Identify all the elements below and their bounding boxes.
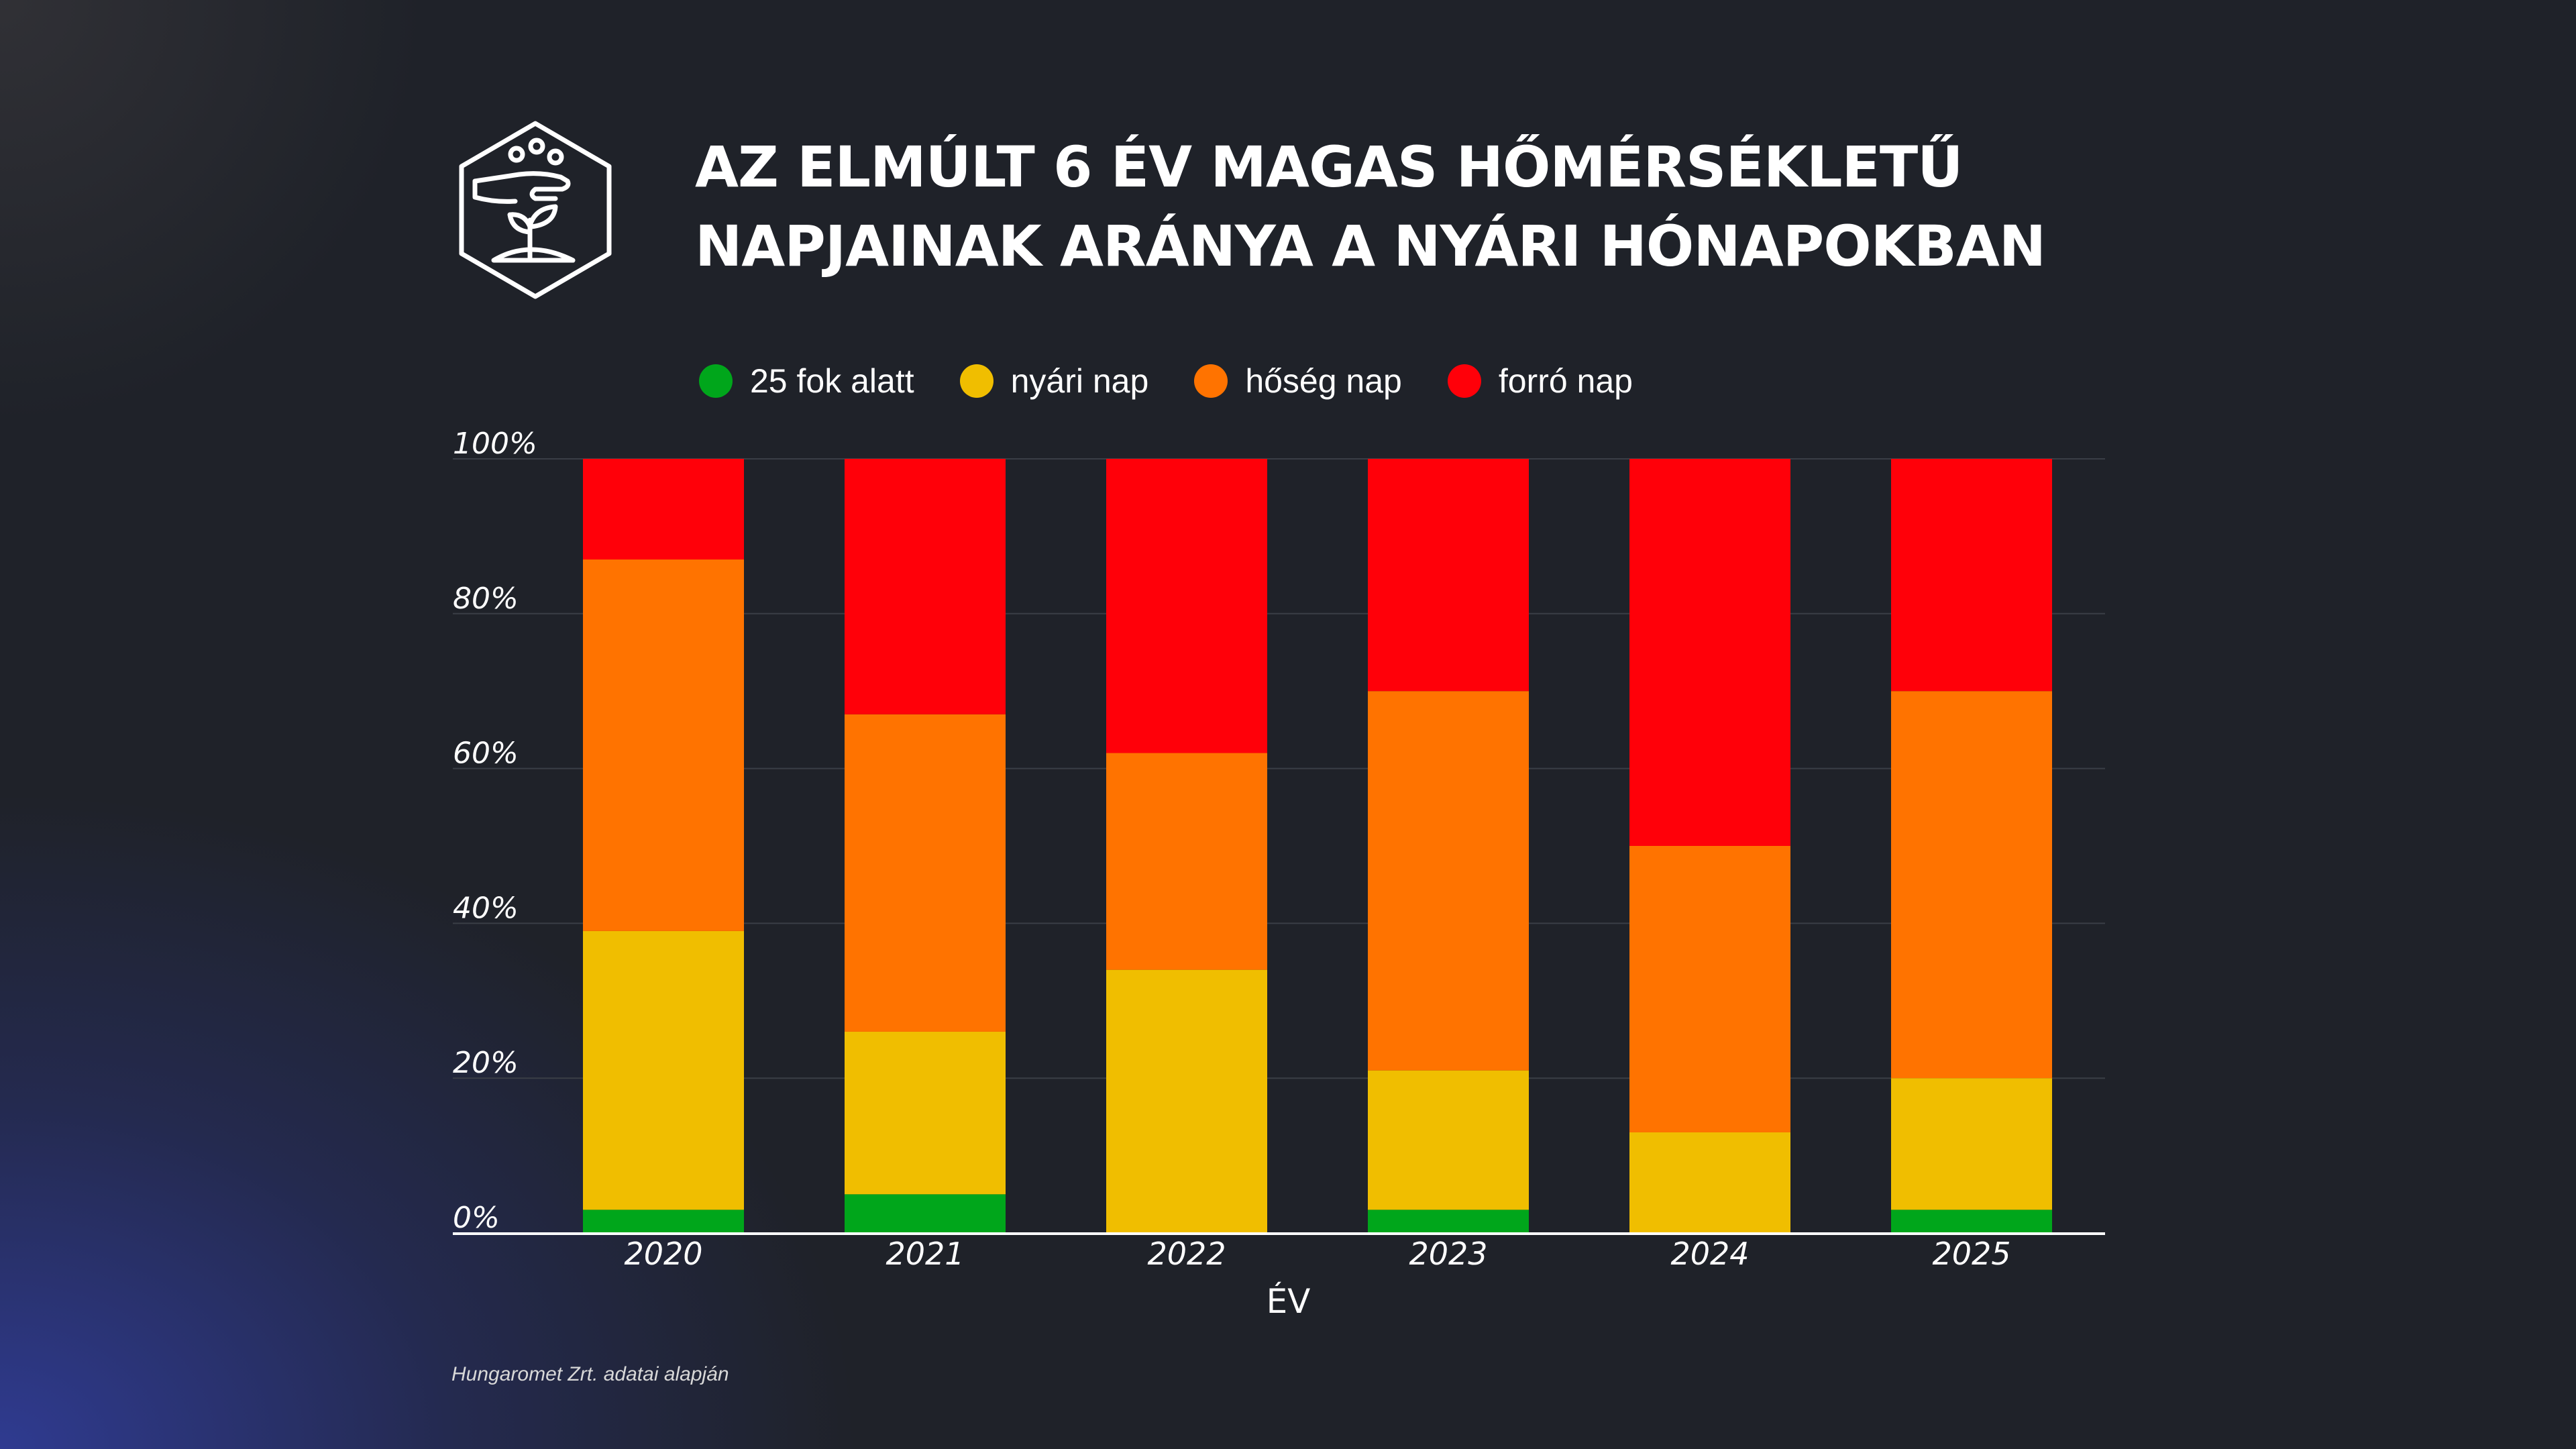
bar-segment [1891,1078,2052,1210]
legend-label: 25 fok alatt [750,362,914,400]
chart-title-line-1: AZ ELMÚLT 6 ÉV MAGAS HŐMÉRSÉKLETŰ [695,134,1963,200]
x-tick-label: 2020 [624,1236,702,1272]
y-tick-label: 0% [453,1201,500,1235]
bar-segment [1368,691,1529,1071]
x-axis-title: ÉV [1267,1281,1311,1321]
legend-marker-orange [1194,364,1228,398]
bar-segment [845,714,1006,1032]
bar-segment [1106,459,1267,753]
legend-marker-red [1447,364,1481,398]
bar-segment [583,559,744,931]
bar-segment [845,459,1006,714]
legend-item-25-fok-alatt: 25 fok alatt [699,362,914,400]
bars [583,459,2052,1233]
bar-segment [1629,459,1790,846]
y-tick-label: 20% [453,1046,519,1080]
bar-segment [1106,969,1267,1233]
legend-item-nyari-nap: nyári nap [959,362,1149,400]
bar-segment [1891,1210,2052,1233]
bar-segment [1891,459,2052,692]
bar-segment [1629,846,1790,1132]
bar-segment [845,1031,1006,1195]
legend-item-hoseg-nap: hőség nap [1194,362,1402,400]
bar-segment [1106,753,1267,970]
legend-marker-yellow [959,364,994,398]
y-tick-label: 60% [453,737,519,771]
logo-hand-plant-icon [459,121,612,299]
legend-marker-green [699,364,733,398]
y-tick-label: 40% [453,891,519,925]
bar-segment [1891,691,2052,1079]
y-tick-label: 80% [453,582,519,616]
bar-segment [583,459,744,560]
bar-segment [1629,1132,1790,1233]
x-tick-label: 2022 [1147,1236,1226,1272]
bar-segment [845,1194,1006,1233]
chart-title-line-2: NAPJAINAK ARÁNYA A NYÁRI HÓNAPOKBAN [695,213,2046,279]
x-tick-label: 2023 [1409,1236,1487,1272]
x-tick-label: 2025 [1932,1236,2010,1272]
axes: 0% 20% 40% 60% 80% 100% 2020 2021 2022 2023 2024 20… [453,427,2105,1321]
legend-label: forró nap [1498,362,1633,400]
source-note: Hungaromet Zrt. adatai alapján [451,1363,729,1385]
legend: 25 fok alatt nyári nap hőség nap forró n… [699,358,1678,405]
bar-segment [583,930,744,1210]
bar-segment [1368,1070,1529,1210]
x-tick-label: 2024 [1670,1236,1749,1272]
legend-item-forro-nap: forró nap [1447,362,1633,400]
bar-segment [1368,1210,1529,1233]
legend-label: hőség nap [1245,362,1402,400]
chart-title: AZ ELMÚLT 6 ÉV MAGAS HŐMÉRSÉKLETŰ NAPJAI… [695,127,2046,286]
legend-label: nyári nap [1010,362,1149,400]
y-tick-label: 100% [453,427,537,461]
bar-segment [1368,459,1529,692]
bar-segment [583,1210,744,1233]
x-tick-label: 2021 [885,1236,964,1272]
